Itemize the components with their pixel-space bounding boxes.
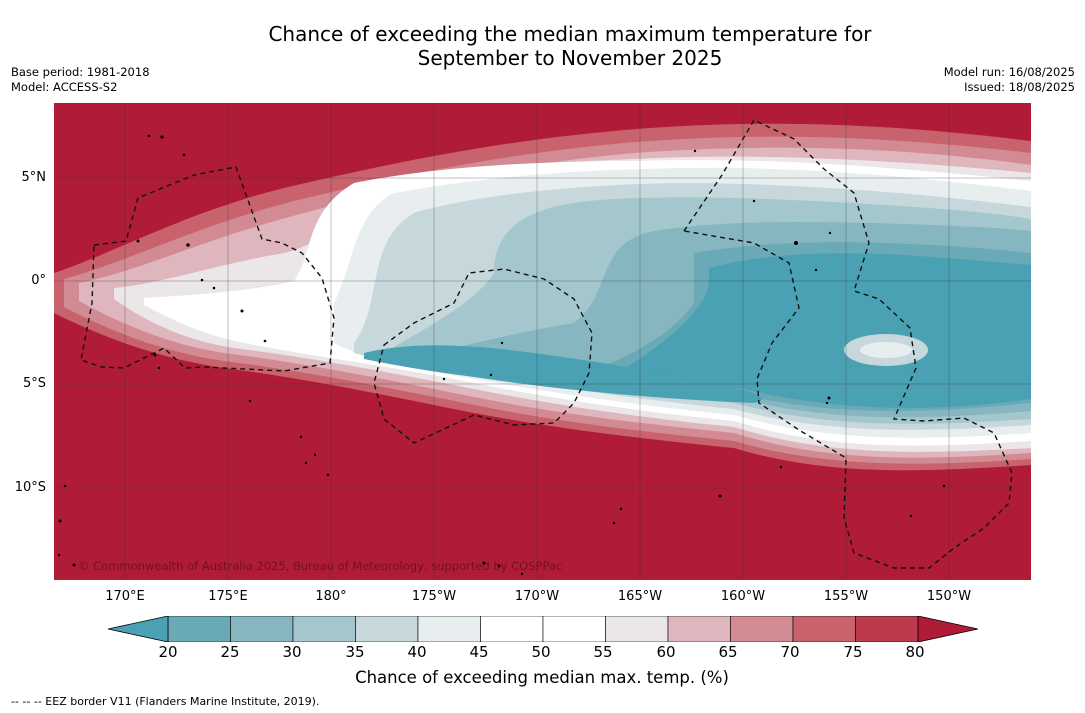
- colorbar-cell: [606, 616, 669, 642]
- cb-tick-30: 30: [272, 643, 312, 661]
- colorbar-cell: [543, 616, 606, 642]
- issued-date: Issued: 18/08/2025: [944, 80, 1075, 95]
- cb-tick-35: 35: [335, 643, 375, 661]
- cb-tick-65: 65: [708, 643, 748, 661]
- lat-label-0: 0°: [0, 273, 46, 288]
- cb-tick-75: 75: [833, 643, 873, 661]
- lat-label-10s: 10°S: [0, 480, 46, 495]
- lat-label-5n: 5°N: [0, 170, 46, 185]
- colorbar-cell: [231, 616, 294, 642]
- cb-tick-60: 60: [646, 643, 686, 661]
- title-line-1: Chance of exceeding the median maximum t…: [170, 22, 970, 46]
- lat-label-5s: 5°S: [0, 376, 46, 391]
- colorbar-label: Chance of exceeding median max. temp. (%…: [200, 668, 884, 687]
- colorbar-cell: [418, 616, 481, 642]
- base-period: Base period: 1981-2018: [11, 65, 150, 80]
- cb-tick-25: 25: [210, 643, 250, 661]
- meta-left: Base period: 1981-2018 Model: ACCESS-S2: [11, 65, 150, 95]
- cb-tick-40: 40: [397, 643, 437, 661]
- colorbar-cell: [356, 616, 419, 642]
- lon-label-175w: 175°W: [399, 589, 469, 604]
- cb-tick-20: 20: [148, 643, 188, 661]
- cb-tick-80: 80: [895, 643, 935, 661]
- colorbar-high-extend: [918, 616, 978, 642]
- lon-label-160w: 160°W: [708, 589, 778, 604]
- lon-label-170w: 170°W: [502, 589, 572, 604]
- map-title: Chance of exceeding the median maximum t…: [170, 22, 970, 70]
- lon-label-180: 180°: [296, 589, 366, 604]
- probability-map: [54, 103, 1031, 580]
- warm-patch-core: [860, 342, 912, 358]
- colorbar-cell: [481, 616, 544, 642]
- cb-tick-70: 70: [770, 643, 810, 661]
- cb-tick-55: 55: [583, 643, 623, 661]
- cb-tick-45: 45: [459, 643, 499, 661]
- copyright-notice: © Commonwealth of Australia 2025, Bureau…: [78, 559, 562, 573]
- colorbar-cells: [168, 616, 918, 642]
- lon-label-150w: 150°W: [914, 589, 984, 604]
- eez-footnote: -- -- -- EEZ border V11 (Flanders Marine…: [11, 695, 319, 708]
- lon-label-165w: 165°W: [605, 589, 675, 604]
- colorbar-cell: [668, 616, 731, 642]
- lon-label-170e: 170°E: [90, 589, 160, 604]
- colorbar-cell: [793, 616, 856, 642]
- colorbar-cell: [731, 616, 794, 642]
- model-run: Model run: 16/08/2025: [944, 65, 1075, 80]
- model-name: Model: ACCESS-S2: [11, 80, 150, 95]
- meta-right: Model run: 16/08/2025 Issued: 18/08/2025: [944, 65, 1075, 95]
- colorbar-cell: [856, 616, 919, 642]
- colorbar-cell: [168, 616, 231, 642]
- title-line-2: September to November 2025: [170, 46, 970, 70]
- lon-label-175e: 175°E: [193, 589, 263, 604]
- colorbar-low-extend: [108, 616, 168, 642]
- cb-tick-50: 50: [521, 643, 561, 661]
- lon-label-155w: 155°W: [811, 589, 881, 604]
- colorbar: [108, 616, 978, 642]
- colorbar-cell: [293, 616, 356, 642]
